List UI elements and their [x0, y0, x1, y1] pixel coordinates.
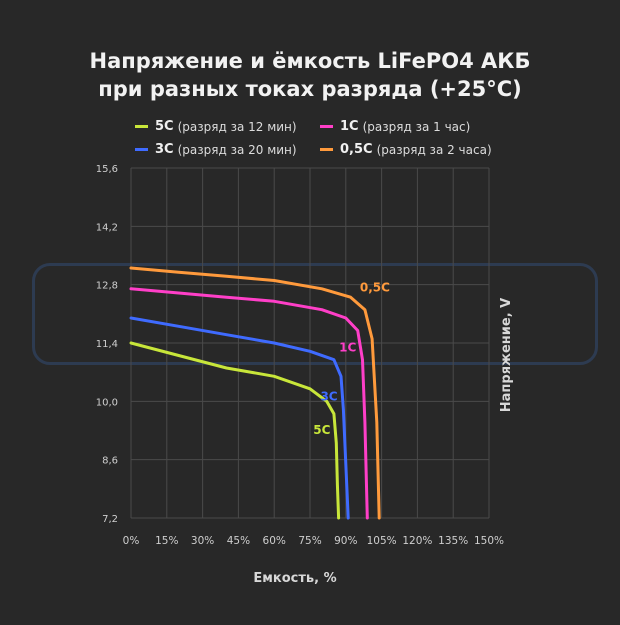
x-tick-label-7: 105% — [367, 535, 397, 547]
x-tick-label-0: 0% — [123, 535, 140, 547]
chart-title-line2: при разных токах разряда (+25°C) — [98, 77, 522, 101]
x-tick-label-1: 15% — [155, 535, 178, 547]
series-line-2 — [129, 287, 369, 520]
y-tick-label-6: 7,2 — [102, 514, 118, 525]
legend-code-3c: 3C — [155, 142, 174, 157]
x-tick-label-2: 30% — [191, 535, 214, 547]
legend-text-5c: (разряд за 12 мин) — [177, 119, 297, 134]
legend-text-1c: (разряд за 1 час) — [362, 119, 471, 134]
series-label-2: 1C — [339, 341, 356, 355]
legend-item-05c: 0,5C (разряд за 2 часа) — [320, 142, 492, 157]
x-tick-label-5: 75% — [298, 535, 321, 547]
y-tick-label-5: 8,6 — [102, 456, 118, 467]
y-tick-label-1: 14,2 — [96, 222, 118, 233]
x-tick-label-4: 60% — [263, 535, 286, 547]
y-axis-label: Напряжение, V — [499, 298, 514, 412]
legend-swatch-1c — [320, 125, 333, 128]
chart-title-line1: Напряжение и ёмкость LiFePO4 АКБ — [89, 49, 531, 73]
x-axis-label: Емкость, % — [253, 571, 336, 586]
x-tick-label-3: 45% — [227, 535, 250, 547]
series-label-0: 5C — [313, 423, 330, 437]
legend-swatch-5c — [135, 125, 148, 128]
x-tick-label-9: 135% — [438, 535, 468, 547]
x-tick-label-10: 150% — [474, 535, 504, 547]
watermark-logo — [32, 263, 598, 365]
legend-swatch-3c — [135, 148, 148, 151]
legend-swatch-05c — [320, 148, 333, 151]
series-line-0 — [129, 341, 341, 520]
y-tick-label-2: 12,8 — [96, 281, 118, 292]
legend-text-3c: (разряд за 20 мин) — [177, 142, 297, 157]
series-line-3 — [129, 266, 381, 520]
series-label-1: 3C — [320, 389, 337, 403]
y-tick-label-3: 11,4 — [96, 339, 118, 350]
legend-code-05c: 0,5C — [340, 142, 373, 157]
x-tick-label-6: 90% — [334, 535, 357, 547]
series-label-3: 0,5C — [360, 281, 390, 295]
legend-item-1c: 1C (разряд за 1 час) — [320, 119, 470, 134]
y-tick-label-0: 15,6 — [96, 164, 118, 175]
legend-item-5c: 5C (разряд за 12 мин) — [135, 119, 297, 134]
series-line-1 — [129, 316, 350, 520]
legend-code-1c: 1C — [340, 119, 359, 134]
legend-text-05c: (разряд за 2 часа) — [376, 142, 492, 157]
legend-item-3c: 3C (разряд за 20 мин) — [135, 142, 297, 157]
y-tick-label-4: 10,0 — [96, 397, 118, 408]
legend-code-5c: 5C — [155, 119, 174, 134]
x-tick-label-8: 120% — [402, 535, 432, 547]
